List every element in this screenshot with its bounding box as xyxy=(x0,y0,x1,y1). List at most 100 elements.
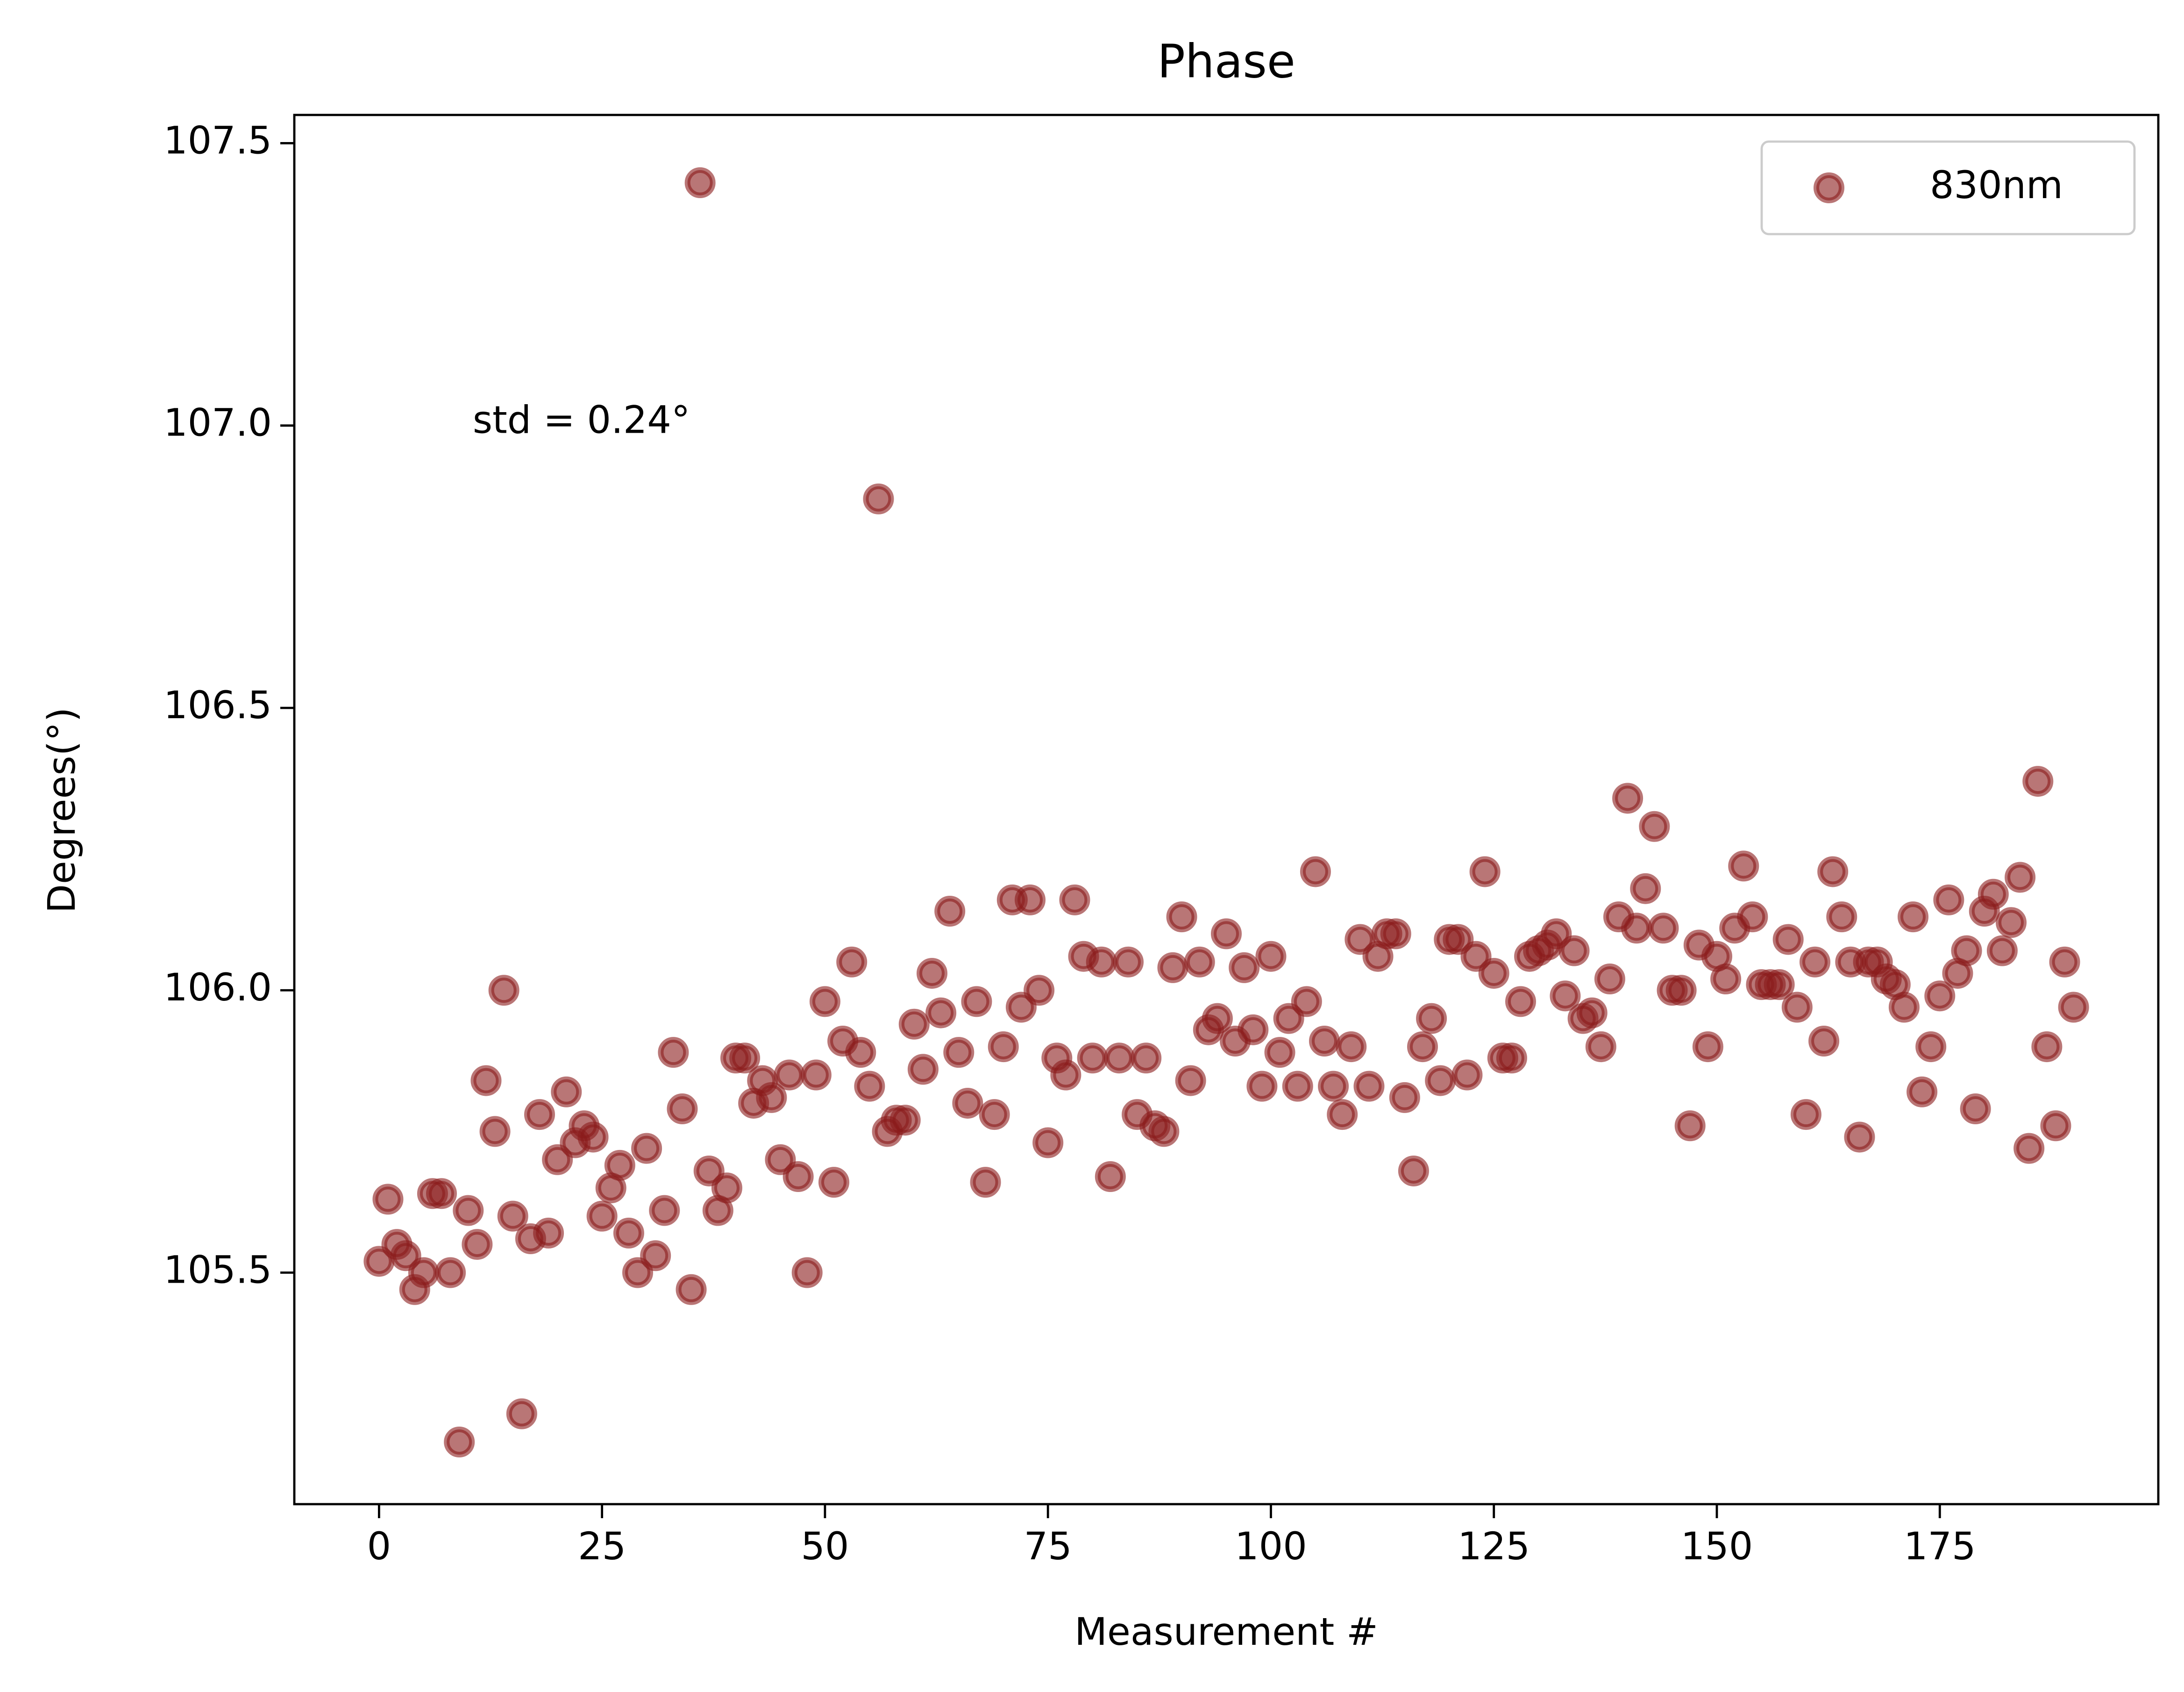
data-point xyxy=(1915,1031,1947,1063)
data-point xyxy=(1728,850,1759,882)
data-point xyxy=(1032,1127,1064,1158)
plot-frame xyxy=(293,114,2160,1506)
data-point xyxy=(524,1099,555,1130)
x-axis-label: Measurement # xyxy=(1074,1610,1378,1654)
x-tick-label: 25 xyxy=(578,1525,626,1569)
data-point xyxy=(1318,1071,1349,1102)
data-point xyxy=(961,986,992,1017)
y-tick-label: 107.0 xyxy=(164,401,272,445)
data-point xyxy=(470,1065,502,1096)
data-point xyxy=(1630,873,1661,904)
data-point xyxy=(1558,935,1590,966)
data-point xyxy=(2058,992,2089,1023)
data-point xyxy=(1764,969,1795,1000)
data-point xyxy=(1024,975,1055,1006)
data-point xyxy=(800,1059,832,1091)
data-point xyxy=(1264,1037,1295,1068)
data-point xyxy=(1238,1014,1269,1045)
data-point xyxy=(479,1116,511,1147)
data-point xyxy=(1309,1026,1340,1057)
data-point xyxy=(1496,1042,1527,1074)
data-point xyxy=(658,1037,689,1068)
data-point xyxy=(1336,1031,1367,1063)
data-point xyxy=(1674,1110,1706,1142)
data-point xyxy=(1986,935,2018,966)
data-point xyxy=(497,1200,528,1232)
data-point xyxy=(372,1184,404,1215)
data-point xyxy=(1692,1031,1723,1063)
data-point xyxy=(488,975,519,1006)
data-point xyxy=(898,1008,930,1040)
data-point xyxy=(2013,1133,2045,1164)
data-point xyxy=(907,1054,939,1085)
data-point xyxy=(1416,1003,1447,1034)
data-point xyxy=(1300,856,1331,887)
data-point xyxy=(925,997,957,1028)
data-point xyxy=(551,1076,582,1107)
data-point xyxy=(1202,1003,1233,1034)
data-point xyxy=(640,1240,671,1271)
data-point xyxy=(1924,980,1956,1012)
data-point xyxy=(604,1149,635,1181)
data-point xyxy=(863,483,894,514)
data-point xyxy=(711,1172,742,1204)
data-point xyxy=(1246,1071,1278,1102)
y-tick-label: 106.5 xyxy=(164,684,272,728)
data-point xyxy=(1255,941,1287,972)
data-point xyxy=(979,1099,1010,1130)
data-point xyxy=(1621,913,1652,944)
data-point xyxy=(1996,907,2027,938)
data-point xyxy=(1451,1059,1483,1091)
x-tick-label: 75 xyxy=(1024,1525,1072,1569)
data-point xyxy=(1157,952,1188,983)
x-tick-label: 175 xyxy=(1904,1525,1976,1569)
data-point xyxy=(952,1087,983,1119)
data-point xyxy=(836,946,868,978)
data-point xyxy=(1095,1161,1126,1192)
data-point xyxy=(854,1071,885,1102)
data-point xyxy=(1639,811,1670,842)
data-point xyxy=(1817,856,1849,887)
data-point xyxy=(586,1200,618,1232)
data-point xyxy=(577,1121,609,1153)
data-point xyxy=(1460,941,1492,972)
data-point xyxy=(1050,1059,1081,1091)
data-point xyxy=(729,1042,761,1074)
data-point xyxy=(1505,986,1537,1017)
data-point xyxy=(1772,924,1804,955)
data-point xyxy=(1425,1065,1456,1096)
data-point xyxy=(1327,1099,1358,1130)
data-point xyxy=(809,986,840,1017)
y-tick-label: 106.0 xyxy=(164,966,272,1010)
data-point xyxy=(1888,992,1920,1023)
legend-box xyxy=(1760,140,2136,236)
data-point xyxy=(1131,1042,1162,1074)
data-point xyxy=(444,1427,475,1458)
data-point xyxy=(2005,862,2036,893)
data-point xyxy=(1291,986,1322,1017)
data-point xyxy=(1550,980,1581,1012)
data-point xyxy=(934,896,966,927)
data-point xyxy=(943,1037,975,1068)
data-point xyxy=(533,1217,564,1249)
y-tick-label: 105.5 xyxy=(164,1248,272,1292)
data-point xyxy=(1710,964,1742,995)
data-point xyxy=(889,1105,921,1136)
data-point xyxy=(1086,946,1117,978)
data-point xyxy=(542,1144,573,1175)
data-point xyxy=(1781,992,1813,1023)
data-point xyxy=(1148,1116,1180,1147)
data-point xyxy=(988,1031,1019,1063)
data-point xyxy=(2040,1110,2071,1142)
data-point xyxy=(1933,884,1964,915)
data-point xyxy=(1576,997,1608,1028)
data-point xyxy=(791,1257,823,1288)
data-point xyxy=(684,167,716,199)
data-point xyxy=(1808,1026,1840,1057)
x-tick-label: 125 xyxy=(1458,1525,1530,1569)
data-point xyxy=(2031,1031,2063,1063)
data-point xyxy=(917,957,948,989)
data-point xyxy=(649,1195,680,1226)
data-point xyxy=(1737,901,1768,933)
